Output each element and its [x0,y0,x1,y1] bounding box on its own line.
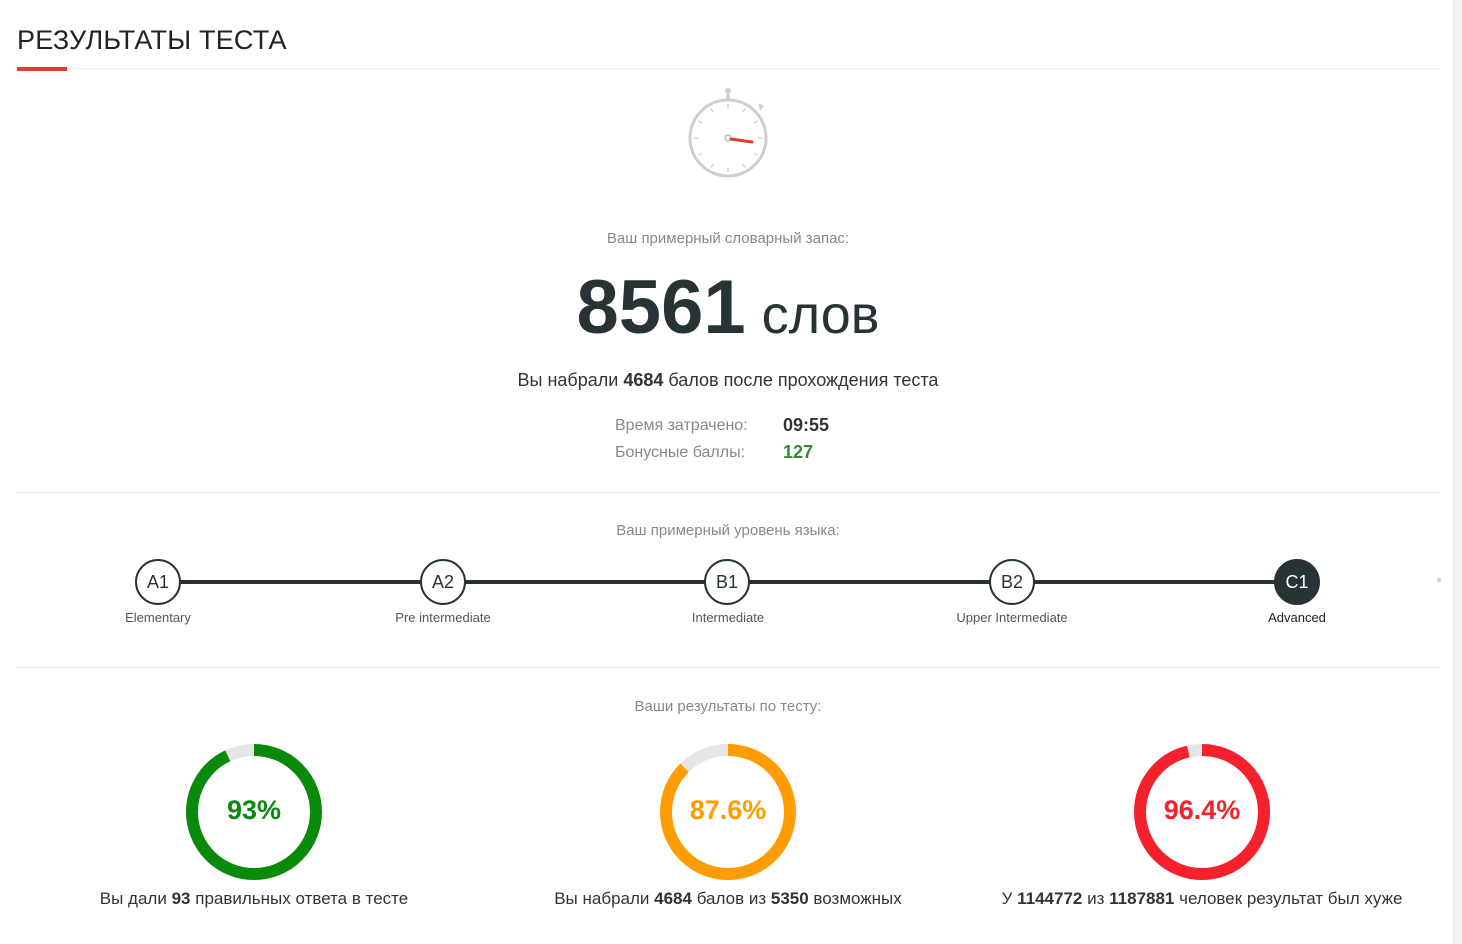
level-label: Ваш примерный уровень языка: [616,522,840,539]
edge-dot [1437,578,1441,582]
stopwatch-tick [753,120,758,124]
result-caption-rank: У 1144772 из 1187881 человек результат б… [982,889,1422,909]
bonus-points-label: Бонусные баллы: [615,444,746,461]
stopwatch-tick [742,108,746,113]
score-suffix: балов после прохождения теста [668,370,939,390]
caption-text: возможных [813,889,902,908]
title-divider [17,68,1439,69]
vocab-number: 8561 [576,265,746,350]
level-name-b1: Intermediate [691,610,765,625]
stopwatch-tick [698,120,703,124]
level-node-a2: A2 [420,559,466,605]
caption-number: 1144772 [1017,889,1083,908]
caption-text: человек результат был хуже [1179,889,1403,908]
stopwatch-tick [710,163,714,168]
level-name-a1: Elementary [125,610,191,625]
stopwatch-tick [710,108,714,113]
vocab-result: 8561 слов [0,263,1456,353]
page-title: РЕЗУЛЬТАТЫ ТЕСТА [17,25,287,55]
level-name-a2: Pre intermediate [395,610,491,625]
section-divider [17,667,1439,668]
stopwatch-icon [688,88,768,178]
vocab-unit: слов [761,285,880,345]
score-summary: Вы набрали 4684 балов после прохождения … [0,370,1456,391]
level-node-a1: A1 [135,559,181,605]
score-points: 4684 [623,370,664,390]
result-ring-points [660,744,796,880]
caption-number: 93 [171,889,191,908]
result-ring-rank [1134,744,1270,880]
result-caption-points: Вы набрали 4684 балов из 5350 возможных [508,889,948,909]
score-prefix: Вы набрали [517,370,619,390]
bonus-points-value: 127 [783,442,814,462]
result-ring-correct [186,744,322,880]
results-label: Ваши результаты по тесту: [634,698,822,715]
level-name-c1: Advanced [1268,610,1326,625]
caption-text: правильных ответа в тесте [195,889,409,908]
result-percent-rank: 96.4% [1163,795,1241,825]
caption-number: 4684 [654,889,692,908]
scrollbar[interactable] [1453,0,1462,944]
caption-text: балов из [696,889,767,908]
result-percent-correct: 93% [226,795,282,825]
level-node-b1: B1 [704,559,750,605]
level-node-c1: C1 [1274,559,1320,605]
level-node-b2: B2 [989,559,1035,605]
caption-text: из [1087,889,1105,908]
time-spent-label: Время затрачено: [615,417,748,434]
result-percent-points: 87.6% [689,795,767,825]
section-divider [17,492,1439,493]
caption-text: Вы набрали [554,889,650,908]
caption-text: У [1001,889,1013,908]
stopwatch-tick [742,163,746,168]
caption-text: Вы дали [99,889,167,908]
stopwatch-tick [753,152,758,156]
caption-number: 5350 [770,889,809,908]
vocab-label: Ваш примерный словарный запас: [606,230,850,247]
caption-number: 1187881 [1109,889,1175,908]
level-name-b2: Upper Intermediate [956,610,1068,625]
result-caption-correct: Вы дали 93 правильных ответа в тесте [34,889,474,909]
time-spent-value: 09:55 [783,415,830,435]
stopwatch-tick [698,152,703,156]
title-accent-bar [17,67,67,71]
